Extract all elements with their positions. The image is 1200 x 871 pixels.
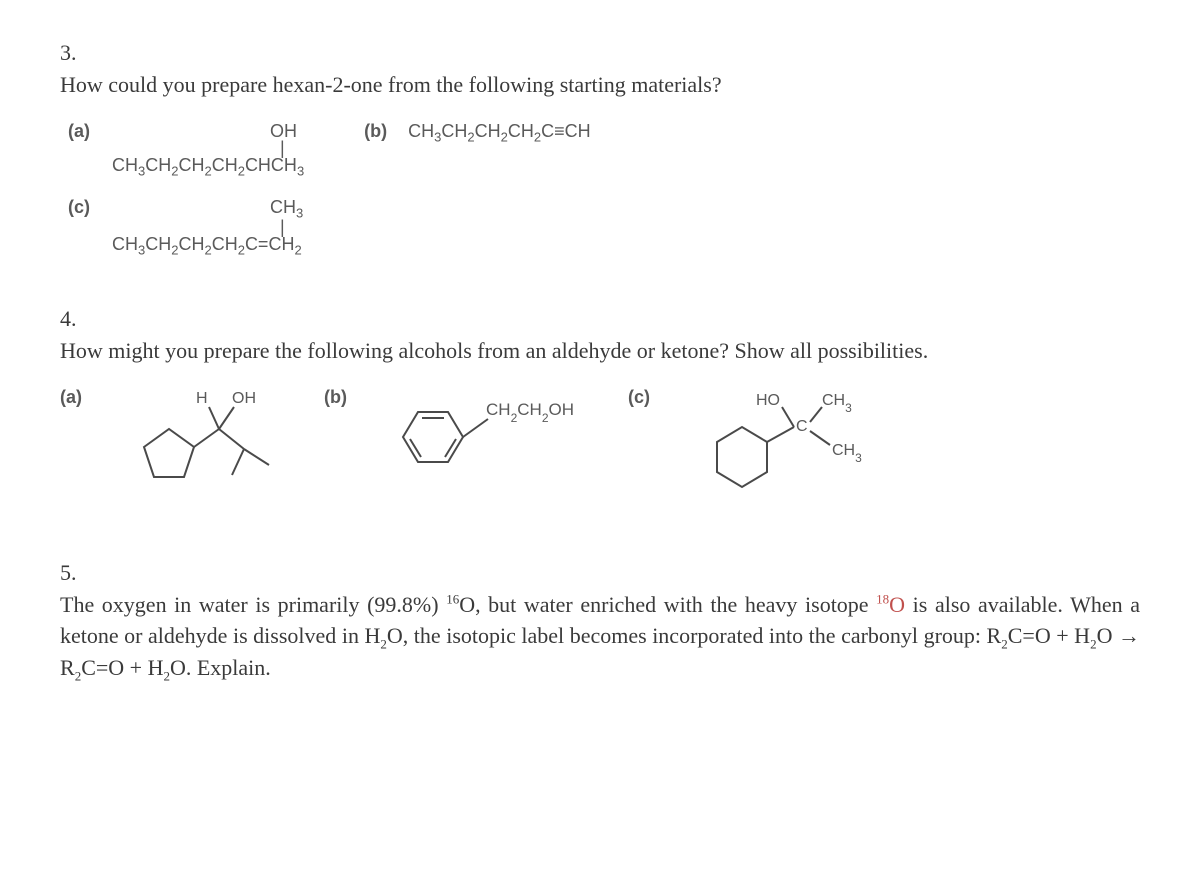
q4c-ch3a: CH3 [822,392,852,415]
q4c-ho: HO [756,392,780,409]
q3-subparts: (a) OH | CH3CH2CH2CH2CHCH3 (b) CH3CH2CH2… [68,121,1140,258]
q4a-structure: H OH [114,387,294,502]
q4a-H: H [196,390,208,407]
q3c-bar: | [112,221,303,234]
q5-text: The oxygen in water is primarily (99.8%)… [60,590,1140,686]
q5-iso16: 16 [446,592,459,607]
q3c-formula: CH3 | CH3CH2CH2CH2C=CH2 [112,197,303,258]
q3a-label: (a) [68,121,96,142]
q4b-label: (b) [324,387,352,408]
q3a-top: OH [112,121,304,143]
q3-row-ab: (a) OH | CH3CH2CH2CH2CHCH3 (b) CH3CH2CH2… [68,121,1140,179]
q4c-c: C [796,418,808,435]
q5-o2: O [889,592,905,617]
q3b-formula: CH3CH2CH2CH2C≡CH [408,121,590,145]
q5-p1: The oxygen in water is primarily (99.8%) [60,592,446,617]
q4c-structure: HO CH3 C CH3 [682,387,902,512]
q5-number: 5. [60,560,1140,586]
q3-row-c: (c) CH3 | CH3CH2CH2CH2C=CH2 [68,197,1140,258]
q4c: (c) [628,387,902,512]
q4-text: How might you prepare the following alco… [60,336,1140,367]
q4b-svg: CH2CH2OH [378,387,598,487]
q3b-line: CH3CH2CH2CH2C≡CH [408,121,590,145]
question-4: 4. How might you prepare the following a… [60,306,1140,512]
q4b-side: CH2CH2OH [486,400,574,425]
q4b: (b) CH2CH2OH [324,387,598,492]
q3b-label: (b) [364,121,392,142]
q3a-bottom: CH3CH2CH2CH2CHCH3 [112,155,304,179]
q4a-OH: OH [232,390,256,407]
q3c-label: (c) [68,197,96,218]
q4-number: 4. [60,306,1140,332]
q4c-label: (c) [628,387,656,408]
q5-p6: C=O + H [81,655,163,680]
q5-isotope-link: 18O [876,592,905,617]
q4a-svg: H OH [114,387,294,497]
q4c-ch3b: CH3 [832,442,862,465]
q4a: (a) [60,387,294,502]
q3c-top: CH3 [112,197,303,221]
q5-iso18: 18 [876,592,889,607]
q3a-bar: | [112,142,304,155]
q3c-bottom: CH3CH2CH2CH2C=CH2 [112,234,303,258]
q5-o1: O, but water enriched with the heavy iso… [459,592,876,617]
question-5: 5. The oxygen in water is primarily (99.… [60,560,1140,686]
q5-p3: O, the isotopic label becomes incorporat… [387,623,1001,648]
q5-p7: O. Explain. [170,655,271,680]
q3-number: 3. [60,40,1140,66]
q4c-svg: HO CH3 C CH3 [682,387,902,507]
q4a-label: (a) [60,387,88,408]
q5-p4: C=O + H [1008,623,1090,648]
q3a-formula: OH | CH3CH2CH2CH2CHCH3 [112,121,304,179]
question-3: 3. How could you prepare hexan-2-one fro… [60,40,1140,258]
q3-text: How could you prepare hexan-2-one from t… [60,70,1140,101]
q4b-structure: CH2CH2OH [378,387,598,492]
q4-subparts: (a) [60,387,1140,512]
